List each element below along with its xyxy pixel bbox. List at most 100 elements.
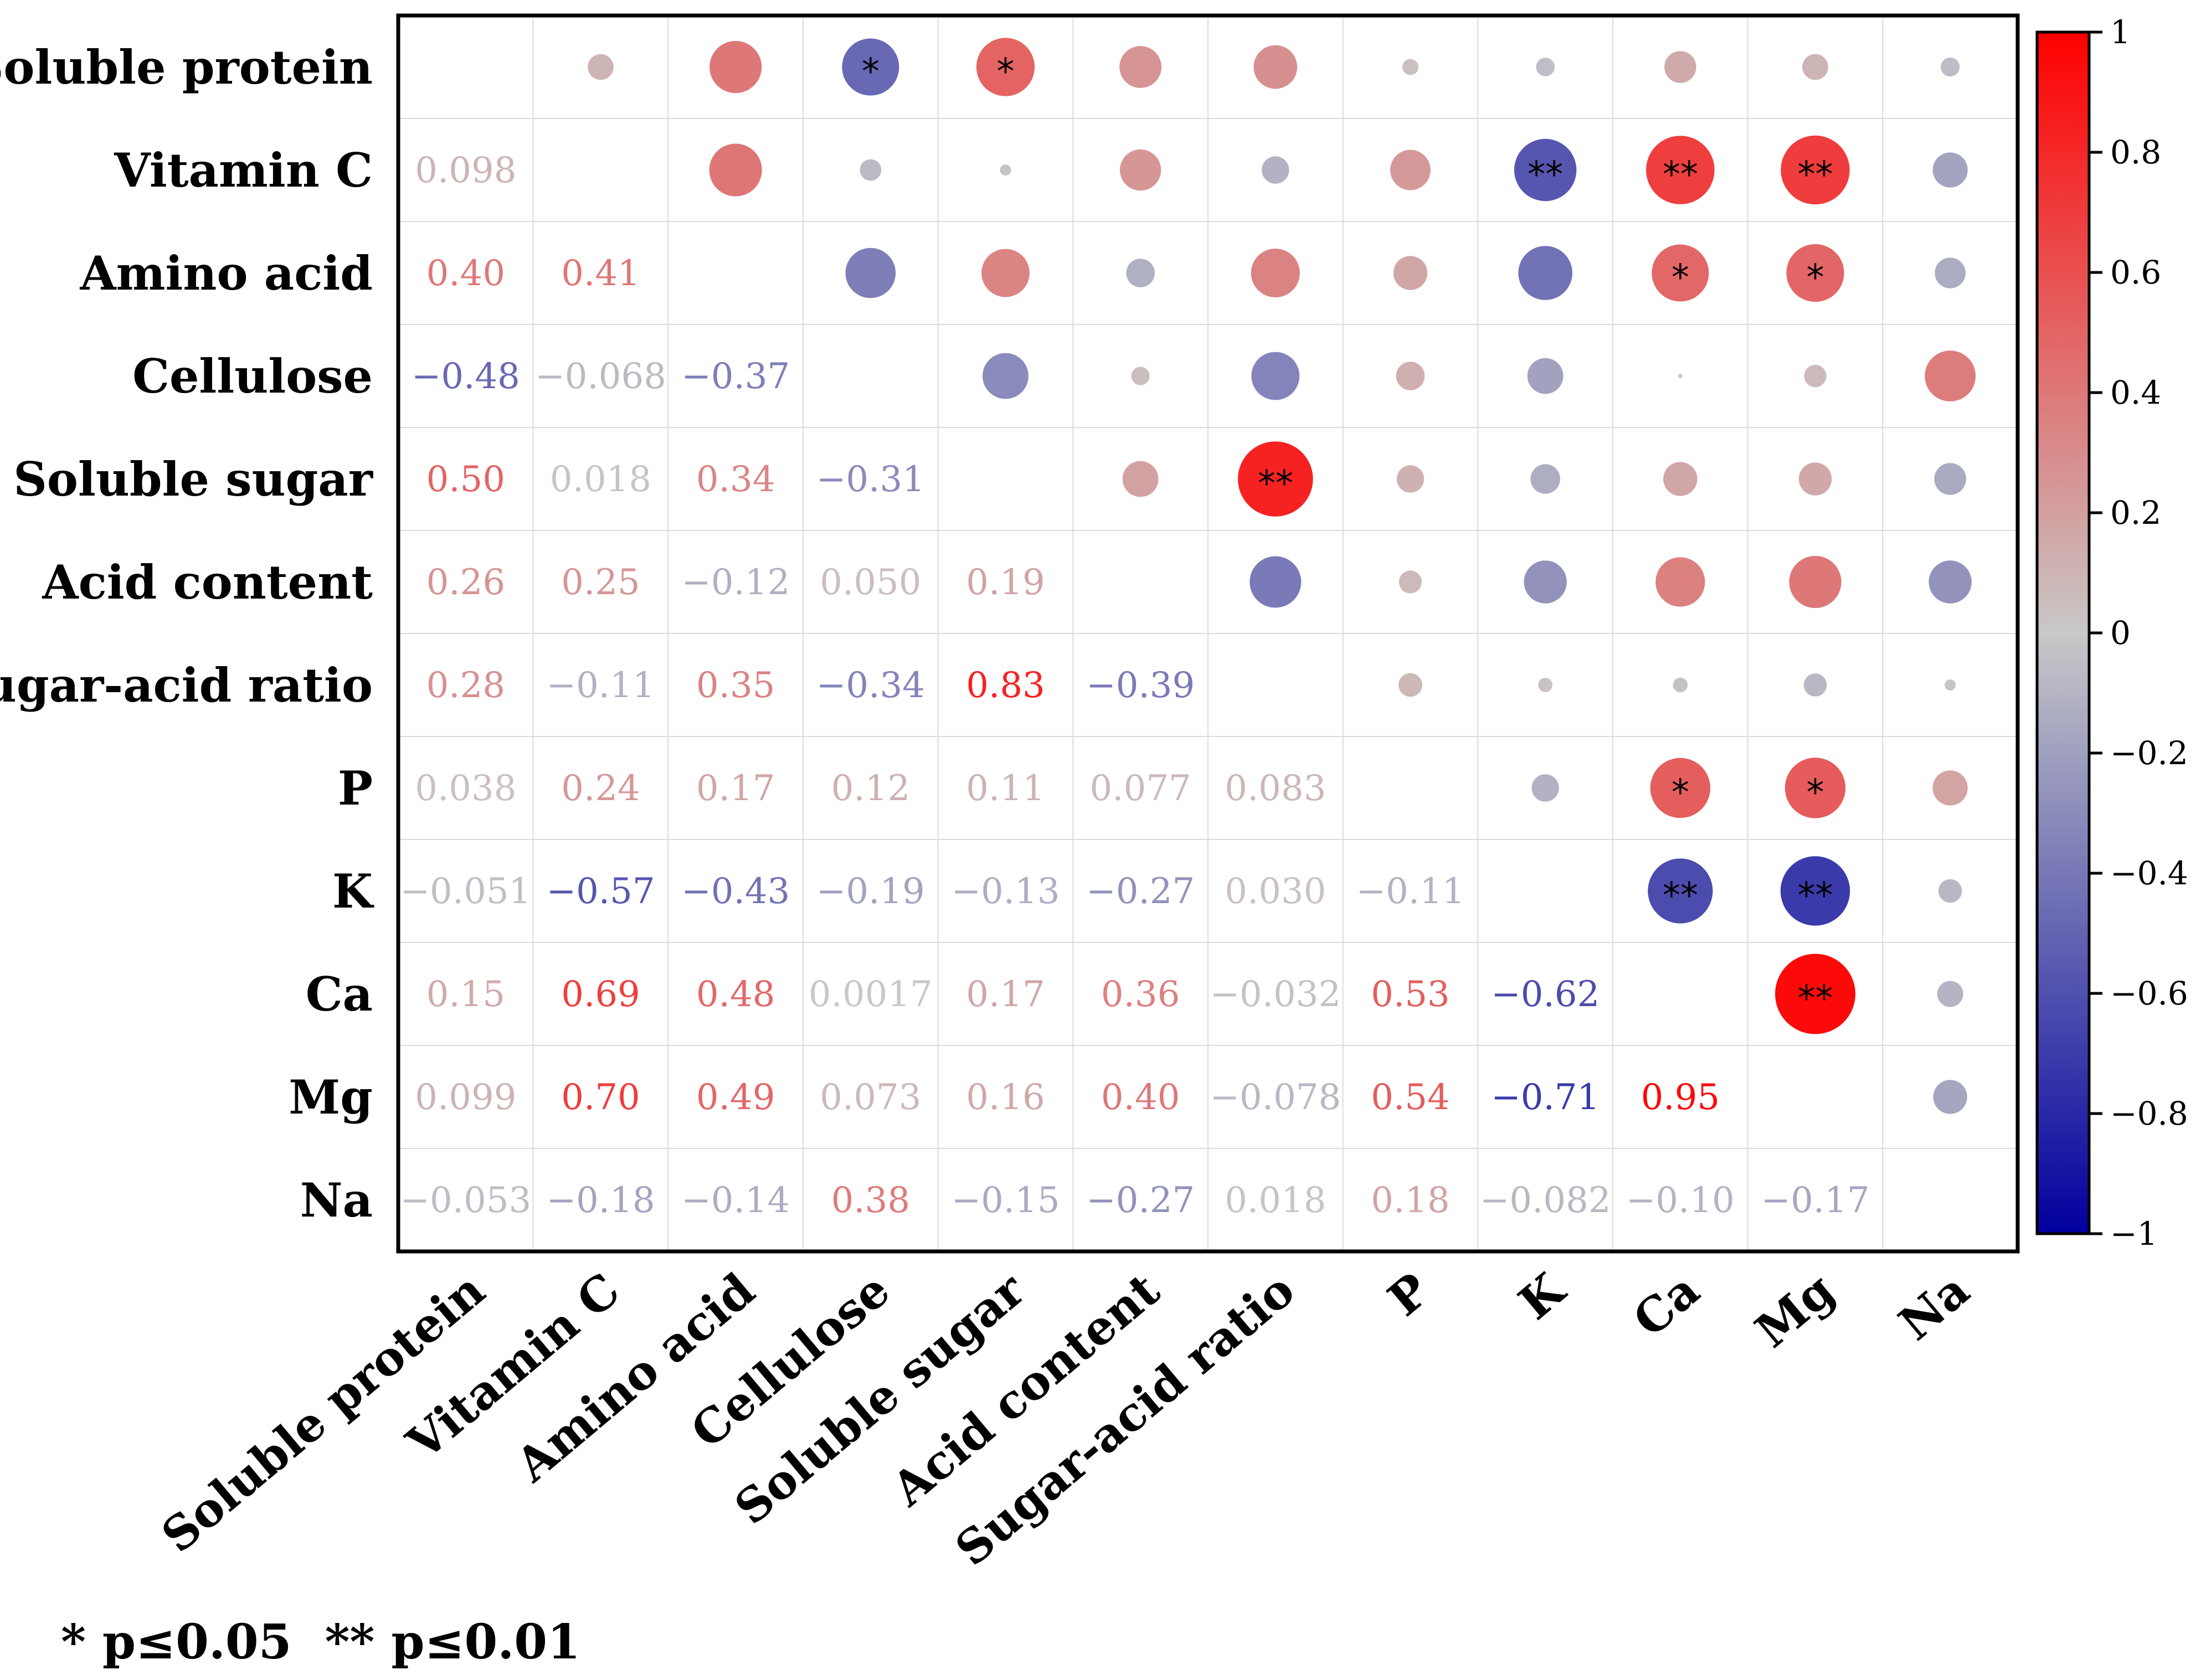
corr-circle-p-mg	[1785, 757, 1846, 818]
row-label-k: K	[332, 864, 374, 919]
corr-value-soluble-sugar-cellulose: −0.31	[816, 459, 925, 500]
corr-circle-cellulose-soluble-sugar	[983, 353, 1028, 399]
corr-circle-sugar-acid-ratio-na	[1945, 679, 1956, 690]
significance-mark: *	[1672, 257, 1689, 298]
corr-circle-acid-content-ca	[1655, 557, 1705, 607]
corr-circle-vitamin-c-sugar-acid-ratio	[1262, 156, 1289, 184]
corr-circle-soluble-protein-p	[1402, 59, 1418, 75]
corr-circle-cellulose-k	[1527, 358, 1564, 394]
corr-value-na-p: 0.18	[1371, 1180, 1450, 1221]
corr-value-ca-soluble-sugar: 0.17	[966, 974, 1045, 1015]
corr-circle-soluble-protein-cellulose	[842, 38, 899, 96]
corr-circle-soluble-protein-na	[1941, 57, 1960, 77]
corr-circle-soluble-sugar-p	[1396, 465, 1425, 493]
corr-value-na-k: −0.082	[1480, 1180, 1611, 1221]
col-label-mg: Mg	[1745, 1262, 1844, 1358]
corr-value-na-amino-acid: −0.14	[681, 1180, 790, 1221]
corr-value-sugar-acid-ratio-soluble-protein: 0.28	[426, 665, 506, 706]
corr-value-acid-content-amino-acid: −0.12	[681, 562, 790, 603]
corr-circle-cellulose-p	[1396, 362, 1425, 390]
corr-circle-vitamin-c-acid-content	[1119, 149, 1161, 191]
corr-value-na-acid-content: −0.27	[1086, 1180, 1195, 1221]
colorbar-tick-label: 0.2	[2110, 494, 2161, 532]
corr-circle-vitamin-c-soluble-sugar	[1000, 164, 1011, 176]
corr-circle-ca-mg	[1775, 954, 1855, 1034]
corr-value-k-cellulose: −0.19	[816, 871, 925, 912]
significance-mark: **	[1798, 154, 1833, 195]
corr-circle-soluble-protein-sugar-acid-ratio	[1253, 45, 1298, 89]
corr-value-na-soluble-sugar: −0.15	[951, 1180, 1060, 1221]
corr-circle-cellulose-acid-content	[1131, 367, 1150, 385]
significance-mark: **	[1798, 978, 1833, 1019]
significance-mark: *	[1807, 772, 1824, 813]
colorbar-tick-label: −1	[2110, 1215, 2158, 1253]
corr-circle-soluble-protein-acid-content	[1119, 46, 1162, 88]
corr-value-sugar-acid-ratio-acid-content: −0.39	[1086, 665, 1195, 706]
corr-circle-sugar-acid-ratio-p	[1398, 673, 1422, 697]
row-labels: Soluble protein Vitamin C Amino acid Cellul…	[0, 40, 374, 1228]
corr-circle-vitamin-c-cellulose	[860, 159, 882, 181]
matrix-grid	[398, 16, 2018, 1251]
corr-value-amino-acid-vitamin-c: 0.41	[561, 253, 640, 294]
corr-circle-soluble-sugar-sugar-acid-ratio	[1238, 441, 1313, 517]
corr-value-cellulose-vitamin-c: −0.068	[535, 356, 666, 397]
corr-circle-soluble-protein-k	[1536, 58, 1555, 76]
corr-circle-acid-content-mg	[1789, 555, 1842, 609]
corr-circle-amino-acid-mg	[1786, 244, 1844, 302]
significance-mark: *	[997, 51, 1015, 92]
corr-value-soluble-sugar-soluble-protein: 0.50	[426, 459, 506, 500]
corr-value-k-amino-acid: −0.43	[681, 871, 790, 912]
corr-circle-mg-na	[1933, 1080, 1967, 1114]
corr-value-ca-vitamin-c: 0.69	[561, 974, 640, 1015]
corr-value-p-amino-acid: 0.17	[696, 768, 775, 809]
row-label-vitamin-c: Vitamin C	[114, 143, 373, 198]
corr-circle-acid-content-k	[1524, 560, 1567, 604]
corr-circle-ca-na	[1937, 981, 1963, 1007]
corr-circle-cellulose-na	[1925, 351, 1976, 401]
corr-value-p-soluble-sugar: 0.11	[966, 768, 1045, 809]
corr-value-na-cellulose: 0.38	[831, 1180, 911, 1221]
corr-value-acid-content-vitamin-c: 0.25	[561, 562, 640, 603]
corr-circle-amino-acid-k	[1518, 246, 1572, 300]
corr-value-sugar-acid-ratio-amino-acid: 0.35	[696, 665, 775, 706]
corr-circle-amino-acid-acid-content	[1126, 259, 1155, 287]
corr-value-k-sugar-acid-ratio: 0.030	[1225, 871, 1326, 912]
row-label-sugar-acid-ratio: Sugar-acid ratio	[0, 658, 373, 713]
corr-circle-amino-acid-soluble-sugar	[981, 249, 1030, 297]
corr-value-mg-amino-acid: 0.49	[696, 1077, 775, 1118]
corr-value-p-soluble-protein: 0.038	[415, 768, 516, 809]
corr-value-ca-amino-acid: 0.48	[696, 974, 775, 1015]
corr-circle-vitamin-c-p	[1390, 150, 1431, 190]
col-label-ca: Ca	[1623, 1262, 1710, 1347]
corr-value-mg-vitamin-c: 0.70	[561, 1077, 640, 1118]
colorbar-tick-label: −0.4	[2110, 854, 2188, 892]
corr-value-mg-cellulose: 0.073	[820, 1077, 921, 1118]
corr-value-mg-soluble-protein: 0.099	[415, 1077, 516, 1118]
corr-value-vitamin-c-soluble-protein: 0.098	[415, 150, 516, 191]
corr-value-p-vitamin-c: 0.24	[561, 768, 640, 809]
row-label-cellulose: Cellulose	[132, 349, 373, 404]
corr-value-mg-k: −0.71	[1491, 1077, 1600, 1118]
corr-value-k-soluble-protein: −0.051	[400, 871, 531, 912]
corr-circle-k-na	[1938, 879, 1962, 903]
corr-circle-amino-acid-p	[1393, 256, 1428, 290]
corr-value-ca-sugar-acid-ratio: −0.032	[1210, 974, 1341, 1015]
corr-circle-soluble-protein-ca	[1664, 51, 1696, 83]
corr-value-ca-soluble-protein: 0.15	[426, 974, 506, 1015]
row-label-p: P	[338, 761, 373, 816]
corr-value-cellulose-amino-acid: −0.37	[681, 356, 790, 397]
corr-circle-soluble-sugar-na	[1934, 463, 1966, 495]
corr-circle-vitamin-c-mg	[1781, 135, 1850, 205]
corr-circle-soluble-protein-amino-acid	[709, 40, 762, 94]
corr-value-mg-p: 0.54	[1371, 1077, 1450, 1118]
significance-footnote: * p≤0.05 ** p≤0.01	[61, 1614, 580, 1670]
corr-circle-cellulose-ca	[1678, 374, 1683, 378]
corr-value-sugar-acid-ratio-cellulose: −0.34	[816, 665, 925, 706]
corr-value-acid-content-soluble-sugar: 0.19	[966, 562, 1045, 603]
col-label-amino-acid: Amino acid	[505, 1262, 765, 1492]
corr-value-k-soluble-sugar: −0.13	[951, 871, 1060, 912]
colorbar-tick-label: 0.6	[2110, 254, 2161, 291]
corr-value-acid-content-soluble-protein: 0.26	[426, 562, 506, 603]
corr-circle-amino-acid-ca	[1652, 244, 1709, 302]
